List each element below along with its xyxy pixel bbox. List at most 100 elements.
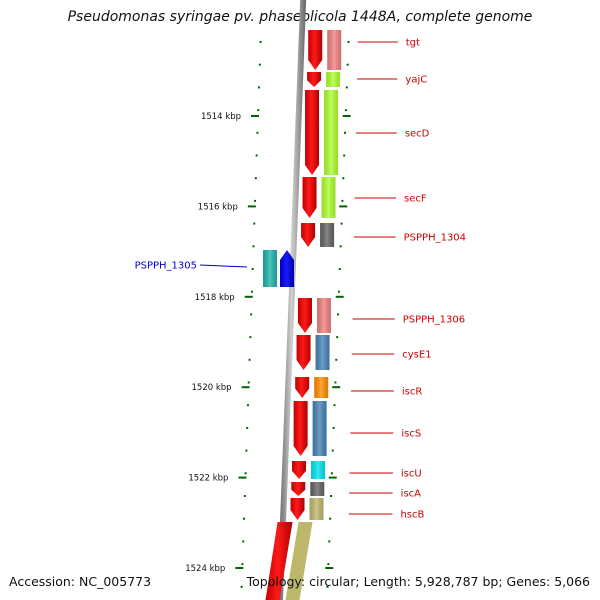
- scale-ticks: [235, 41, 351, 588]
- scale-major-tick-left: [235, 567, 244, 569]
- gene-label-iscS[interactable]: iscS: [401, 429, 421, 440]
- scale-tick-dot: [347, 41, 350, 43]
- genome-backbone: [277, 0, 307, 600]
- scale-tick-dot: [342, 177, 345, 180]
- scale-major-tick-right: [339, 205, 348, 208]
- scale-tick-dot: [346, 63, 349, 66]
- scale-tick-dot: [256, 131, 259, 134]
- scale-tick-dot: [344, 131, 347, 134]
- scale-tick-dot: [250, 313, 253, 316]
- gene-label-PSPPH_1305[interactable]: PSPPH_1305: [135, 261, 197, 272]
- scale-tick-dot: [326, 585, 329, 588]
- gene-label-tgt[interactable]: tgt: [406, 38, 420, 49]
- scale-tick-dot: [257, 109, 260, 112]
- kbp-label: 1518 kbp: [195, 293, 235, 303]
- gene-function-shade-iscU: [311, 461, 326, 479]
- gene-label-PSPPH_1306[interactable]: PSPPH_1306: [403, 315, 465, 326]
- gene-arrow-secF: [302, 177, 317, 218]
- gene-label-cysE1[interactable]: cysE1: [402, 350, 431, 361]
- scale-major-tick-right: [328, 476, 337, 479]
- kbp-label: 1514 kbp: [201, 112, 241, 122]
- gene-function-shade-yajC: [326, 72, 341, 87]
- scale-tick-dot: [245, 449, 248, 452]
- scale-tick-dot: [335, 358, 338, 361]
- gene-label-PSPPH_1304[interactable]: PSPPH_1304: [404, 233, 466, 244]
- gene-function-box-continuation: [285, 522, 313, 600]
- gene-arrow-PSPPH_1305: [280, 250, 294, 287]
- gene-arrow-hscB: [290, 498, 305, 520]
- kbp-label: 1516 kbp: [198, 202, 238, 212]
- scale-tick-dot: [243, 517, 246, 520]
- scale-tick-dot: [328, 540, 331, 543]
- scale-major-tick-left: [241, 386, 250, 389]
- gene-arrow-iscA: [291, 482, 306, 496]
- scale-tick-dot: [336, 336, 339, 339]
- scale-tick-dot: [253, 222, 256, 225]
- scale-tick-dot: [333, 404, 336, 407]
- gene-function-shade-PSPPH_1305: [263, 250, 277, 287]
- scale-major-tick-left: [251, 115, 260, 117]
- gene-label-iscR[interactable]: iscR: [402, 387, 422, 398]
- gene-function-shade-iscS: [312, 401, 327, 456]
- scale-tick-dot: [249, 336, 252, 339]
- scale-tick-dot: [243, 495, 246, 497]
- scale-tick-dot: [337, 290, 340, 293]
- gene-arrow-iscU: [292, 461, 307, 479]
- scale-tick-dot: [341, 199, 344, 202]
- scale-tick-dot: [334, 381, 337, 384]
- scale-tick-dot: [340, 222, 343, 225]
- scale-tick-dot: [254, 199, 257, 202]
- gene-label-iscU[interactable]: iscU: [401, 469, 422, 480]
- scale-tick-dot: [339, 245, 342, 248]
- scale-tick-dot: [330, 472, 333, 475]
- kbp-label: 1520 kbp: [192, 383, 232, 393]
- scale-tick-dot: [337, 313, 340, 316]
- gene-label-iscA[interactable]: iscA: [401, 489, 421, 500]
- gene-function-shade-iscR: [314, 377, 329, 398]
- gene-function-shade-secF: [321, 177, 336, 218]
- scale-tick-dot: [248, 358, 251, 361]
- scale-tick-dot: [247, 381, 250, 384]
- scale-tick-dot: [255, 154, 258, 157]
- scale-tick-dot: [343, 154, 346, 157]
- scale-tick-dot: [242, 540, 245, 543]
- scale-major-tick-right: [342, 115, 351, 117]
- gene-function-shade-cysE1: [315, 335, 330, 370]
- scale-major-tick-right: [335, 295, 344, 298]
- scale-tick-dot: [259, 41, 262, 43]
- scale-major-tick-left: [238, 476, 247, 479]
- gene-function-shade-iscA: [310, 482, 325, 496]
- gene-label-yajC[interactable]: yajC: [405, 75, 427, 86]
- gene-function-shade-PSPPH_1304: [320, 223, 335, 247]
- gene-label-secF[interactable]: secF: [404, 194, 427, 205]
- gene-features: [263, 30, 342, 600]
- gene-labels: 1514 kbp 1516 kbp 1518 kbp 1520 kbp 1522 kbp…: [135, 38, 466, 575]
- gene-label-secD[interactable]: secD: [405, 129, 430, 140]
- gene-arrow-iscR: [295, 377, 310, 398]
- scale-tick-dot: [330, 495, 333, 497]
- gene-label-hscB[interactable]: hscB: [400, 510, 424, 521]
- accession-text: Accession: NC_005773: [9, 574, 152, 589]
- scale-tick-dot: [338, 268, 341, 270]
- gene-arrow-PSPPH_1304: [301, 223, 316, 247]
- gene-function-shade-PSPPH_1306: [316, 298, 331, 333]
- scale-tick-dot: [240, 585, 243, 588]
- scale-tick-dot: [327, 563, 330, 566]
- scale-tick-dot: [246, 426, 249, 429]
- gene-arrow-secD: [305, 90, 320, 175]
- scale-tick-dot: [332, 426, 335, 429]
- scale-tick-dot: [241, 563, 244, 566]
- scale-tick-dot: [258, 63, 261, 66]
- scale-tick-dot: [258, 86, 261, 89]
- gene-function-shade-tgt: [327, 30, 342, 70]
- gene-arrow-continuation: [265, 522, 293, 600]
- kbp-label: 1522 kbp: [188, 474, 228, 484]
- backbone-line: [277, 0, 307, 600]
- scale-major-tick-left: [244, 295, 253, 298]
- gene-leader-PSPPH_1305: [199, 264, 248, 268]
- gene-function-shade-hscB: [309, 498, 324, 520]
- scale-tick-dot: [250, 290, 253, 293]
- gene-arrow-iscS: [293, 401, 308, 456]
